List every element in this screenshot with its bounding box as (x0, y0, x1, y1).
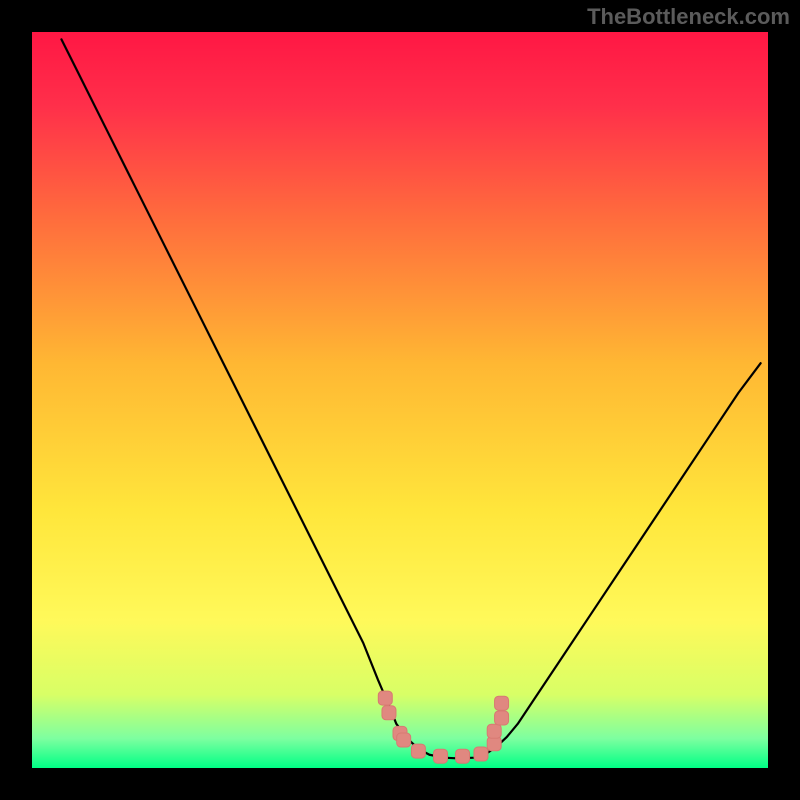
chart-overlay (32, 32, 768, 768)
marker-right (474, 747, 488, 761)
marker-right (495, 711, 509, 725)
watermark-label: TheBottleneck.com (587, 4, 790, 30)
marker-left (382, 706, 396, 720)
marker-right (487, 724, 501, 738)
marker-left (397, 733, 411, 747)
marker-right (487, 737, 501, 751)
chart-canvas: TheBottleneck.com (0, 0, 800, 800)
marker-left (378, 691, 392, 705)
marker-right (495, 696, 509, 710)
marker-left (411, 744, 425, 758)
bottleneck-curve (61, 39, 760, 758)
marker-left (456, 749, 470, 763)
marker-left (433, 749, 447, 763)
plot-area (32, 32, 768, 768)
